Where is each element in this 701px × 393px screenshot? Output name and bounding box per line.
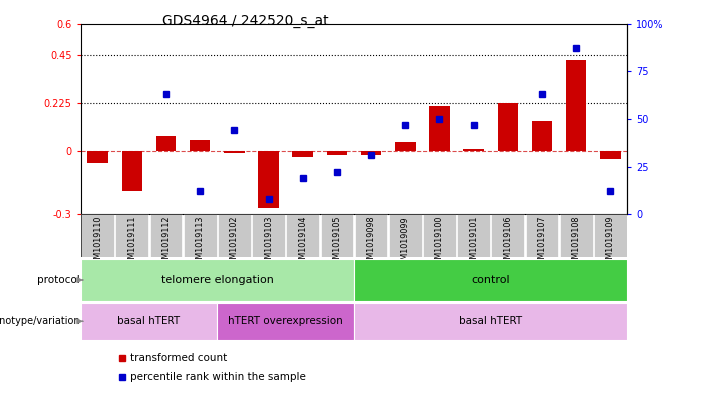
Bar: [190, 140, 210, 151]
Text: GDS4964 / 242520_s_at: GDS4964 / 242520_s_at: [162, 14, 329, 28]
Text: percentile rank within the sample: percentile rank within the sample: [130, 372, 306, 382]
Bar: [531, 121, 552, 151]
Text: genotype/variation: genotype/variation: [0, 316, 80, 326]
Text: GSM1019099: GSM1019099: [401, 216, 410, 270]
Text: GSM1019098: GSM1019098: [367, 216, 376, 270]
Bar: [457, 214, 490, 257]
Bar: [81, 303, 217, 340]
Bar: [355, 214, 388, 257]
Text: basal hTERT: basal hTERT: [117, 316, 181, 326]
Text: transformed count: transformed count: [130, 353, 227, 363]
Text: GSM1019107: GSM1019107: [538, 216, 547, 270]
Text: GSM1019112: GSM1019112: [161, 216, 170, 270]
Bar: [116, 214, 149, 257]
Bar: [252, 214, 285, 257]
Text: GSM1019104: GSM1019104: [298, 216, 307, 269]
Text: basal hTERT: basal hTERT: [459, 316, 522, 326]
Text: GSM1019101: GSM1019101: [469, 216, 478, 269]
Bar: [292, 151, 313, 157]
Bar: [423, 214, 456, 257]
Bar: [395, 142, 416, 151]
Text: GSM1019105: GSM1019105: [332, 216, 341, 270]
Bar: [156, 136, 176, 151]
Bar: [600, 151, 620, 159]
Bar: [149, 214, 182, 257]
Text: GSM1019113: GSM1019113: [196, 216, 205, 269]
Bar: [122, 151, 142, 191]
Bar: [491, 214, 524, 257]
Text: GSM1019111: GSM1019111: [128, 216, 137, 269]
Text: GSM1019109: GSM1019109: [606, 216, 615, 270]
Bar: [429, 106, 450, 151]
Text: GSM1019102: GSM1019102: [230, 216, 239, 270]
Bar: [286, 214, 319, 257]
Bar: [218, 214, 251, 257]
Bar: [88, 151, 108, 163]
Bar: [594, 214, 627, 257]
Bar: [559, 214, 592, 257]
Bar: [566, 60, 586, 151]
Text: telomere elongation: telomere elongation: [161, 275, 274, 285]
Bar: [526, 214, 559, 257]
Bar: [184, 214, 217, 257]
Bar: [320, 214, 353, 257]
Bar: [327, 151, 347, 155]
Text: GSM1019103: GSM1019103: [264, 216, 273, 269]
Bar: [361, 151, 381, 155]
Bar: [354, 259, 627, 301]
Bar: [498, 103, 518, 151]
Bar: [81, 214, 114, 257]
Bar: [463, 149, 484, 151]
Text: control: control: [471, 275, 510, 285]
Bar: [258, 151, 279, 208]
Bar: [217, 303, 354, 340]
Bar: [81, 259, 354, 301]
Text: GSM1019108: GSM1019108: [571, 216, 580, 269]
Text: protocol: protocol: [37, 275, 80, 285]
Bar: [224, 151, 245, 153]
Bar: [389, 214, 422, 257]
Text: GSM1019100: GSM1019100: [435, 216, 444, 269]
Text: GSM1019110: GSM1019110: [93, 216, 102, 269]
Bar: [354, 303, 627, 340]
Text: hTERT overexpression: hTERT overexpression: [229, 316, 343, 326]
Text: GSM1019106: GSM1019106: [503, 216, 512, 269]
